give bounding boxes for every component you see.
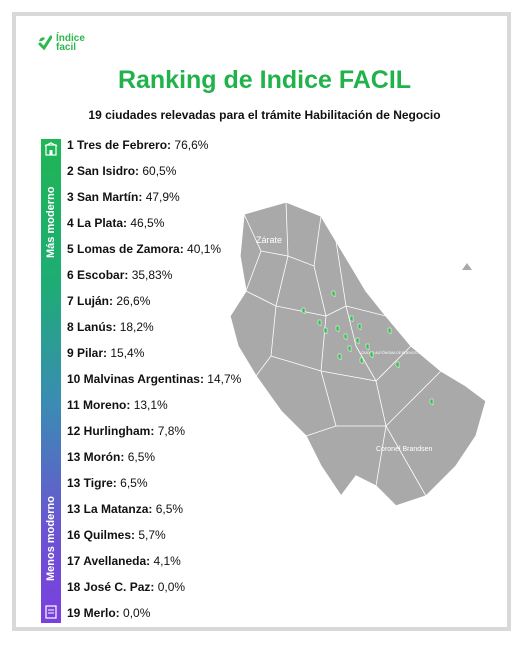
scale-bottom-label: Menos moderno bbox=[45, 496, 57, 582]
ranking-city-value: 4,1% bbox=[153, 554, 181, 568]
modernity-scale-bar: Más moderno Menos moderno bbox=[41, 139, 61, 623]
ranking-city-name: 2 San Isidro: bbox=[67, 164, 140, 178]
ranking-item: 1 Tres de Febrero: 76,6% bbox=[67, 137, 241, 163]
ranking-item: 12 Hurlingham: 7,8% bbox=[67, 423, 241, 449]
ranking-city-value: 18,2% bbox=[119, 320, 154, 334]
ranking-item: 2 San Isidro: 60,5% bbox=[67, 163, 241, 189]
ranking-city-value: 0,0% bbox=[123, 606, 151, 620]
ranking-city-name: 9 Pilar: bbox=[67, 346, 108, 360]
ranking-city-value: 7,8% bbox=[157, 424, 186, 438]
ranking-item: 8 Lanús: 18,2% bbox=[67, 319, 241, 345]
ranking-item: 13 Tigre: 6,5% bbox=[67, 475, 241, 501]
ranking-item: 10 Malvinas Argentinas: 14,7% bbox=[67, 371, 241, 397]
document-stamp-icon bbox=[44, 605, 58, 619]
ranking-city-value: 13,1% bbox=[133, 398, 168, 412]
ranking-item: 5 Lomas de Zamora: 40,1% bbox=[67, 241, 241, 267]
ranking-city-name: 13 Morón: bbox=[67, 450, 125, 464]
ranking-city-name: 18 José C. Paz: bbox=[67, 580, 155, 594]
ranking-city-name: 13 La Matanza: bbox=[67, 502, 153, 516]
map-label-zarate: Zárate bbox=[256, 235, 282, 245]
green-pin-icon bbox=[395, 361, 400, 369]
ranking-item: 9 Pilar: 15,4% bbox=[67, 345, 241, 371]
brand-logo: Índice facil bbox=[38, 33, 85, 53]
green-pin-icon bbox=[347, 345, 352, 353]
ranking-city-name: 3 San Martín: bbox=[67, 190, 143, 204]
ranking-city-name: 1 Tres de Febrero: bbox=[67, 138, 172, 152]
page-subtitle: 19 ciudades relevadas para el trámite Ha… bbox=[88, 108, 441, 122]
page-title: Ranking de Indice FACIL bbox=[117, 66, 412, 94]
green-pin-icon bbox=[369, 351, 374, 359]
north-arrow-icon bbox=[462, 263, 472, 270]
green-pin-icon bbox=[335, 325, 340, 333]
ranking-item: 4 La Plata: 46,5% bbox=[67, 215, 241, 241]
ranking-city-value: 76,6% bbox=[174, 138, 209, 152]
ranking-item: 17 Avellaneda: 4,1% bbox=[67, 553, 241, 579]
green-pin-icon bbox=[337, 353, 342, 361]
ranking-city-name: 5 Lomas de Zamora: bbox=[67, 242, 184, 256]
green-pin-icon bbox=[429, 398, 434, 406]
ranking-city-value: 0,0% bbox=[157, 580, 186, 594]
ranking-city-name: 10 Malvinas Argentinas: bbox=[67, 372, 204, 386]
ranking-city-value: 6,5% bbox=[155, 502, 184, 516]
ranking-city-value: 26,6% bbox=[116, 294, 151, 308]
ranking-city-name: 12 Hurlingham: bbox=[67, 424, 155, 438]
ranking-city-value: 6,5% bbox=[120, 476, 148, 490]
green-pin-icon bbox=[355, 337, 360, 345]
green-pin-icon bbox=[359, 357, 364, 365]
ranking-item: 16 Quilmes: 5,7% bbox=[67, 527, 241, 553]
ranking-item: 3 San Martín: 47,9% bbox=[67, 189, 241, 215]
ranking-list: 1 Tres de Febrero: 76,6% 2 San Isidro: 60… bbox=[67, 137, 241, 631]
scale-top-label: Más moderno bbox=[45, 186, 57, 258]
ranking-city-name: 7 Luján: bbox=[67, 294, 114, 308]
map-label-caba: CIUDAD AUTÓNOMA DE BUENOS AIRES bbox=[361, 350, 429, 355]
ranking-city-name: 6 Escobar: bbox=[67, 268, 129, 282]
ranking-city-value: 5,7% bbox=[138, 528, 166, 542]
green-pin-icon bbox=[323, 327, 328, 335]
green-pin-icon bbox=[349, 315, 354, 323]
ranking-city-value: 40,1% bbox=[187, 242, 222, 256]
ranking-city-name: 17 Avellaneda: bbox=[67, 554, 151, 568]
ranking-city-value: 60,5% bbox=[142, 164, 177, 178]
ranking-city-name: 8 Lanús: bbox=[67, 320, 117, 334]
ranking-item: 19 Merlo: 0,0% bbox=[67, 605, 241, 631]
green-pin-icon bbox=[357, 323, 362, 331]
ranking-city-name: 4 La Plata: bbox=[67, 216, 128, 230]
ranking-city-name: 19 Merlo: bbox=[67, 606, 120, 620]
ranking-city-value: 35,83% bbox=[131, 268, 173, 282]
buenos-aires-map: Zárate Coronel Brandsen CIUDAD AUTÓNOMA … bbox=[229, 201, 487, 507]
ranking-city-name: 16 Quilmes: bbox=[67, 528, 136, 542]
green-pin-icon bbox=[343, 333, 348, 341]
ranking-city-name: 13 Tigre: bbox=[67, 476, 117, 490]
ranking-city-value: 15,4% bbox=[110, 346, 145, 360]
ranking-city-value: 46,5% bbox=[130, 216, 165, 230]
ranking-city-value: 47,9% bbox=[145, 190, 180, 204]
ranking-city-value: 14,7% bbox=[207, 372, 242, 386]
green-pin-icon bbox=[387, 327, 392, 335]
green-pin-icon bbox=[365, 343, 370, 351]
ranking-markers bbox=[301, 290, 434, 406]
city-building-icon bbox=[44, 142, 58, 156]
municipality-borders bbox=[243, 201, 442, 497]
map-label-brandsen: Coronel Brandsen bbox=[376, 446, 433, 453]
ranking-item: 11 Moreno: 13,1% bbox=[67, 397, 241, 423]
map-land bbox=[229, 201, 487, 507]
ranking-item: 6 Escobar: 35,83% bbox=[67, 267, 241, 293]
ranking-item: 13 La Matanza: 6,5% bbox=[67, 501, 241, 527]
green-pin-icon bbox=[317, 319, 322, 327]
leaf-check-icon bbox=[38, 35, 52, 51]
logo-line-1: Índice bbox=[56, 33, 85, 44]
green-pin-icon bbox=[301, 307, 306, 315]
ranking-item: 7 Luján: 26,6% bbox=[67, 293, 241, 319]
logo-line-2: facil bbox=[56, 42, 77, 53]
ranking-city-name: 11 Moreno: bbox=[67, 398, 131, 412]
green-pin-icon bbox=[331, 290, 336, 298]
ranking-city-value: 6,5% bbox=[127, 450, 156, 464]
ranking-item: 18 José C. Paz: 0,0% bbox=[67, 579, 241, 605]
ranking-item: 13 Morón: 6,5% bbox=[67, 449, 241, 475]
